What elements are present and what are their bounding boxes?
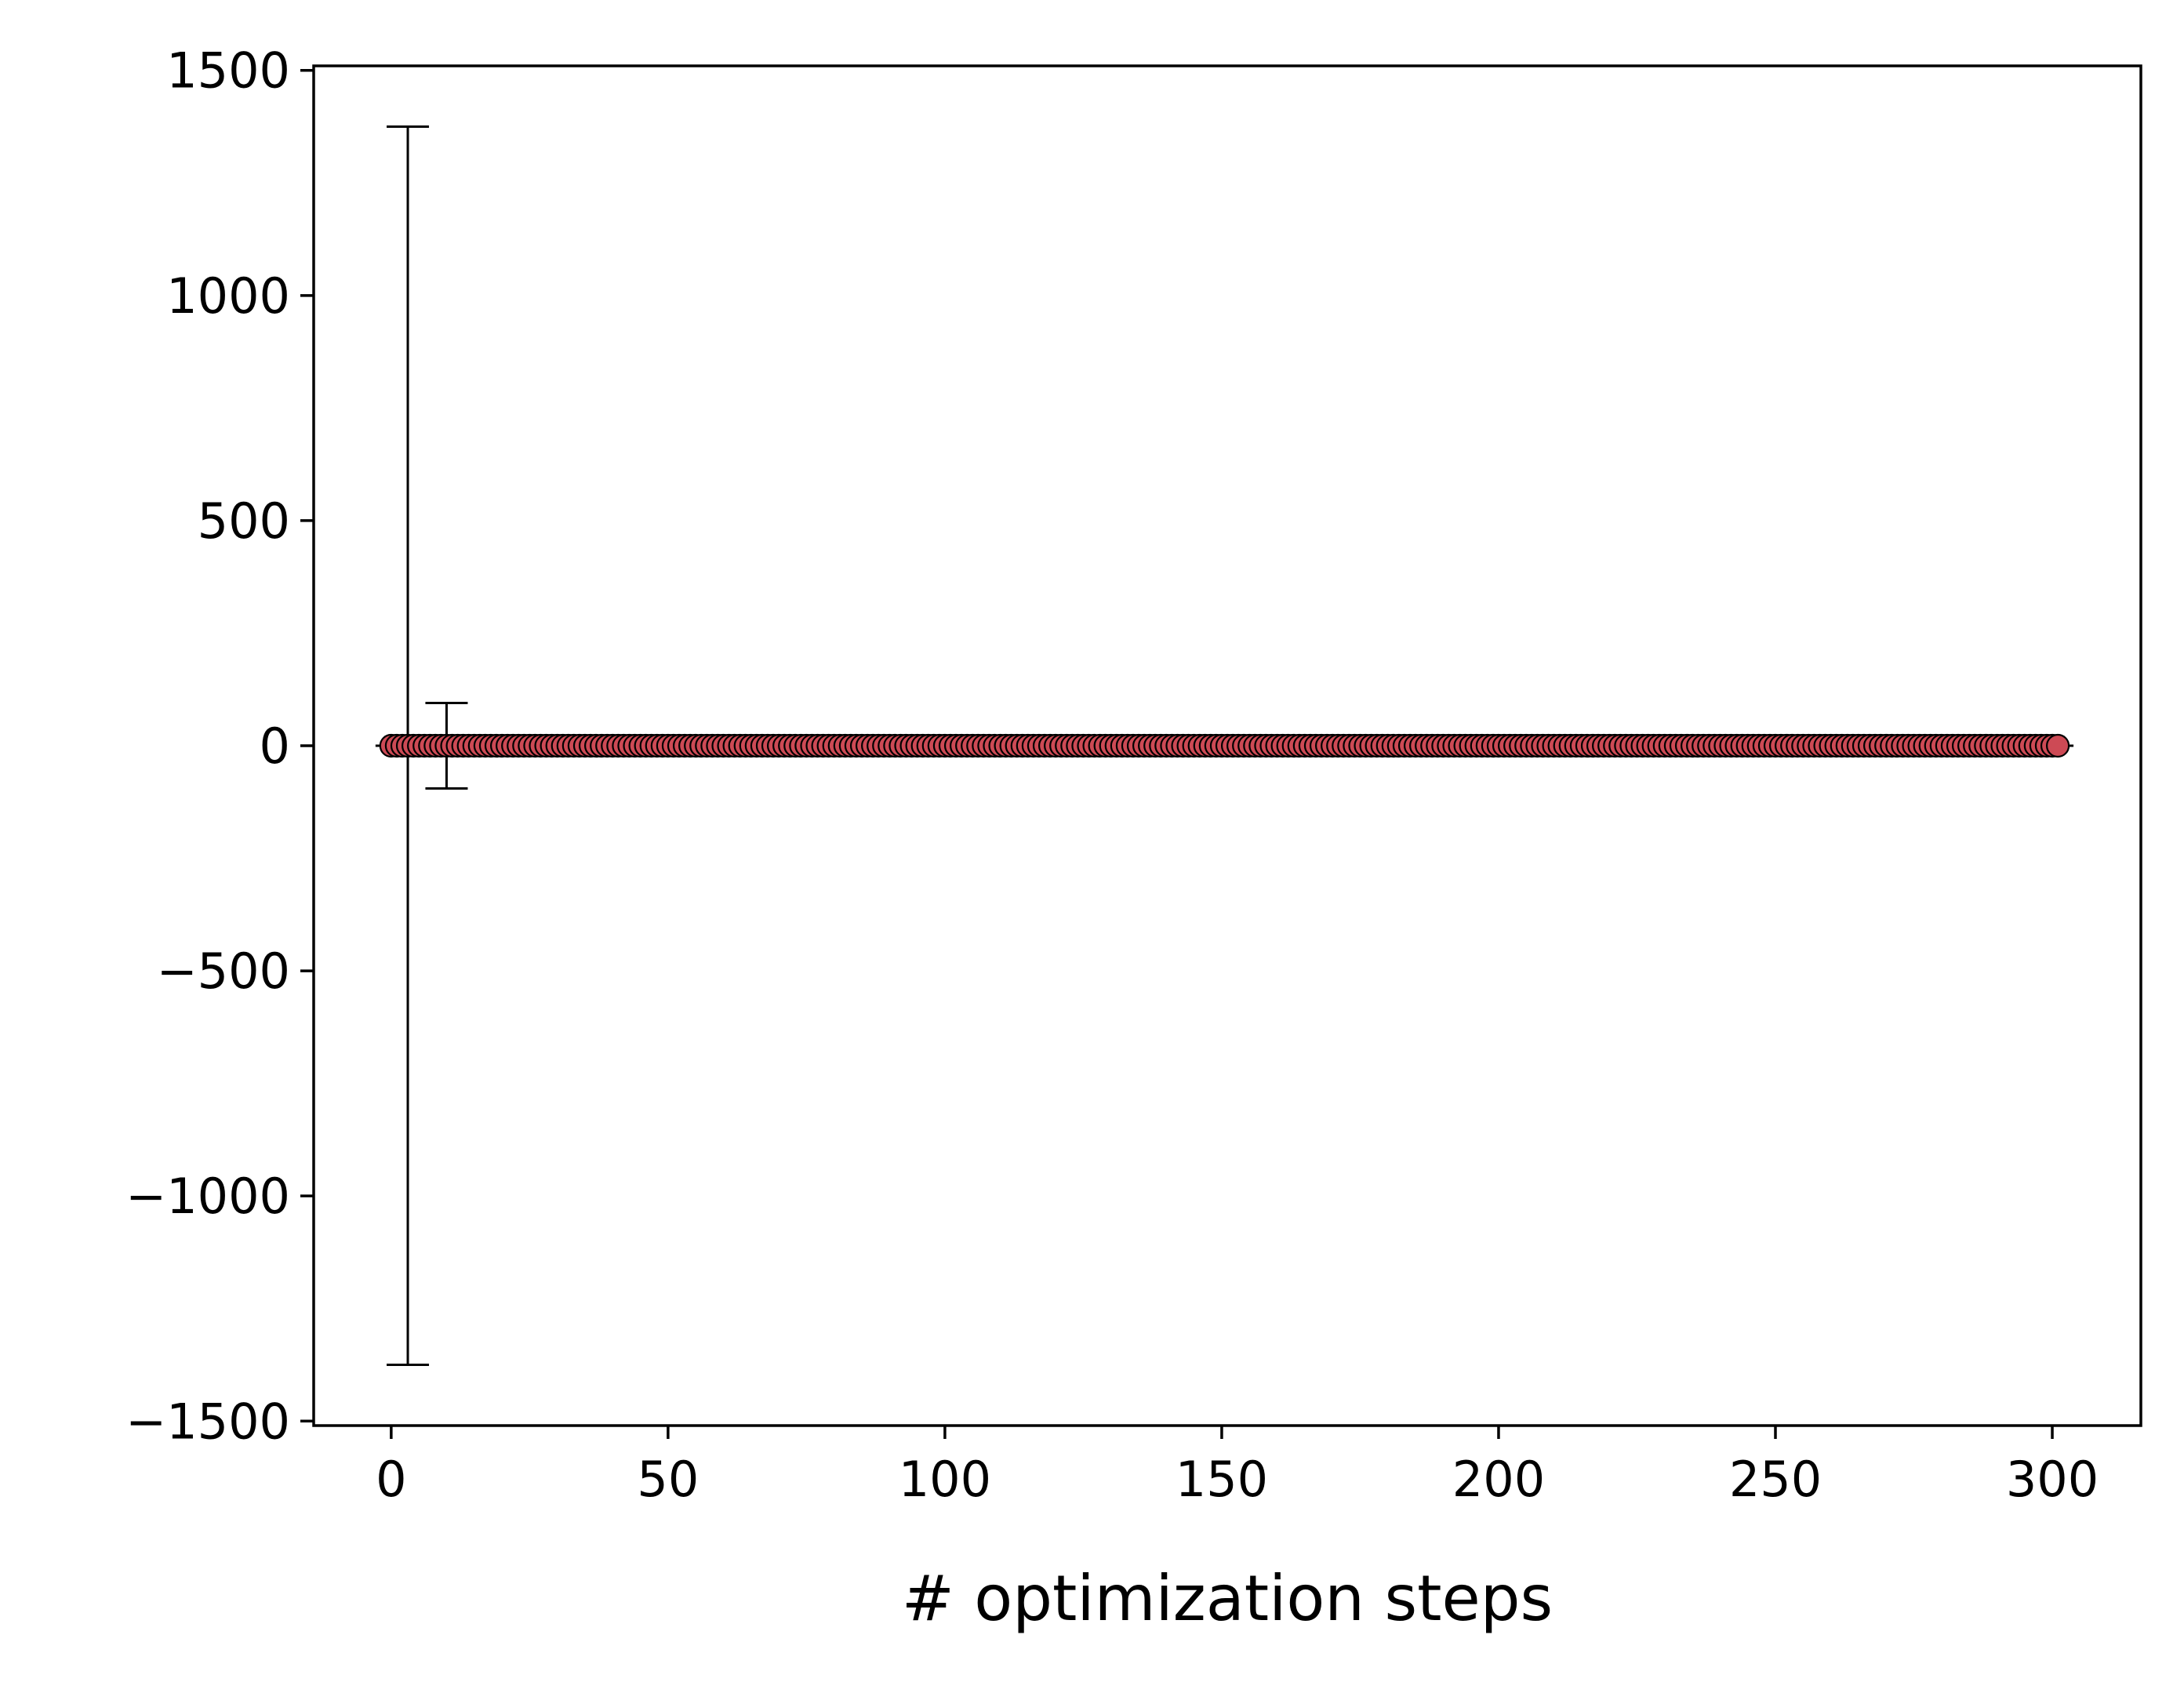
y-tick-label: 1500 [166,42,290,100]
x-tick-label: 250 [1729,1451,1822,1508]
x-axis: 0 50 100 150 200 250 300 [376,1426,2099,1508]
y-tick-label: −1000 [125,1168,290,1225]
x-tick-label: 150 [1176,1451,1268,1508]
y-tick-label: 0 [260,717,290,775]
x-tick-label: 200 [1452,1451,1545,1508]
x-axis-label: # optimization steps [902,1562,1553,1635]
y-tick-label: −1500 [125,1393,290,1450]
y-tick-label: 500 [198,492,290,550]
x-tick-label: 0 [376,1451,406,1508]
y-tick-label: −500 [157,943,290,1000]
y-tick-label: 1000 [166,267,290,325]
data-points [380,735,2069,757]
data-point [2047,735,2069,757]
x-tick-label: 50 [637,1451,699,1508]
y-axis: −1500 −1000 −500 0 500 1000 1500 [125,42,314,1451]
x-tick-label: 100 [899,1451,991,1508]
x-tick-label: 300 [2006,1451,2099,1508]
